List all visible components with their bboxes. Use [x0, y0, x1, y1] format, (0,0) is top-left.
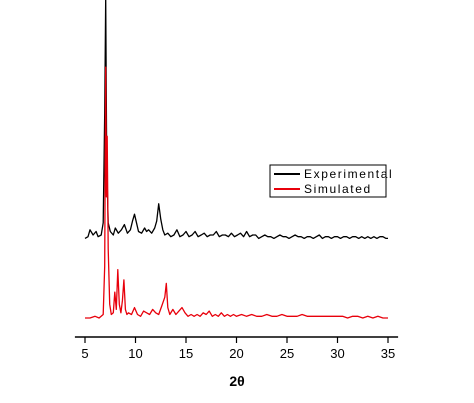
- series-layer: [84, 0, 388, 319]
- x-tick-label: 10: [128, 346, 142, 361]
- series-line-simulated: [85, 66, 388, 319]
- series-line-experimental: [84, 0, 388, 240]
- x-axis-ticks: 5 10 15 20 25 30 35: [81, 337, 395, 361]
- x-tick-label: 30: [330, 346, 344, 361]
- x-axis-title: 2θ: [229, 373, 244, 389]
- legend-box: [269, 164, 387, 198]
- legend: Experimental Simulated: [269, 164, 393, 198]
- x-tick-label: 35: [381, 346, 395, 361]
- x-tick-label: 25: [280, 346, 294, 361]
- x-tick-label: 5: [81, 346, 88, 361]
- legend-label-experimental: Experimental: [304, 167, 393, 181]
- x-tick-label: 20: [229, 346, 243, 361]
- legend-label-simulated: Simulated: [304, 182, 372, 196]
- x-tick-label: 15: [179, 346, 193, 361]
